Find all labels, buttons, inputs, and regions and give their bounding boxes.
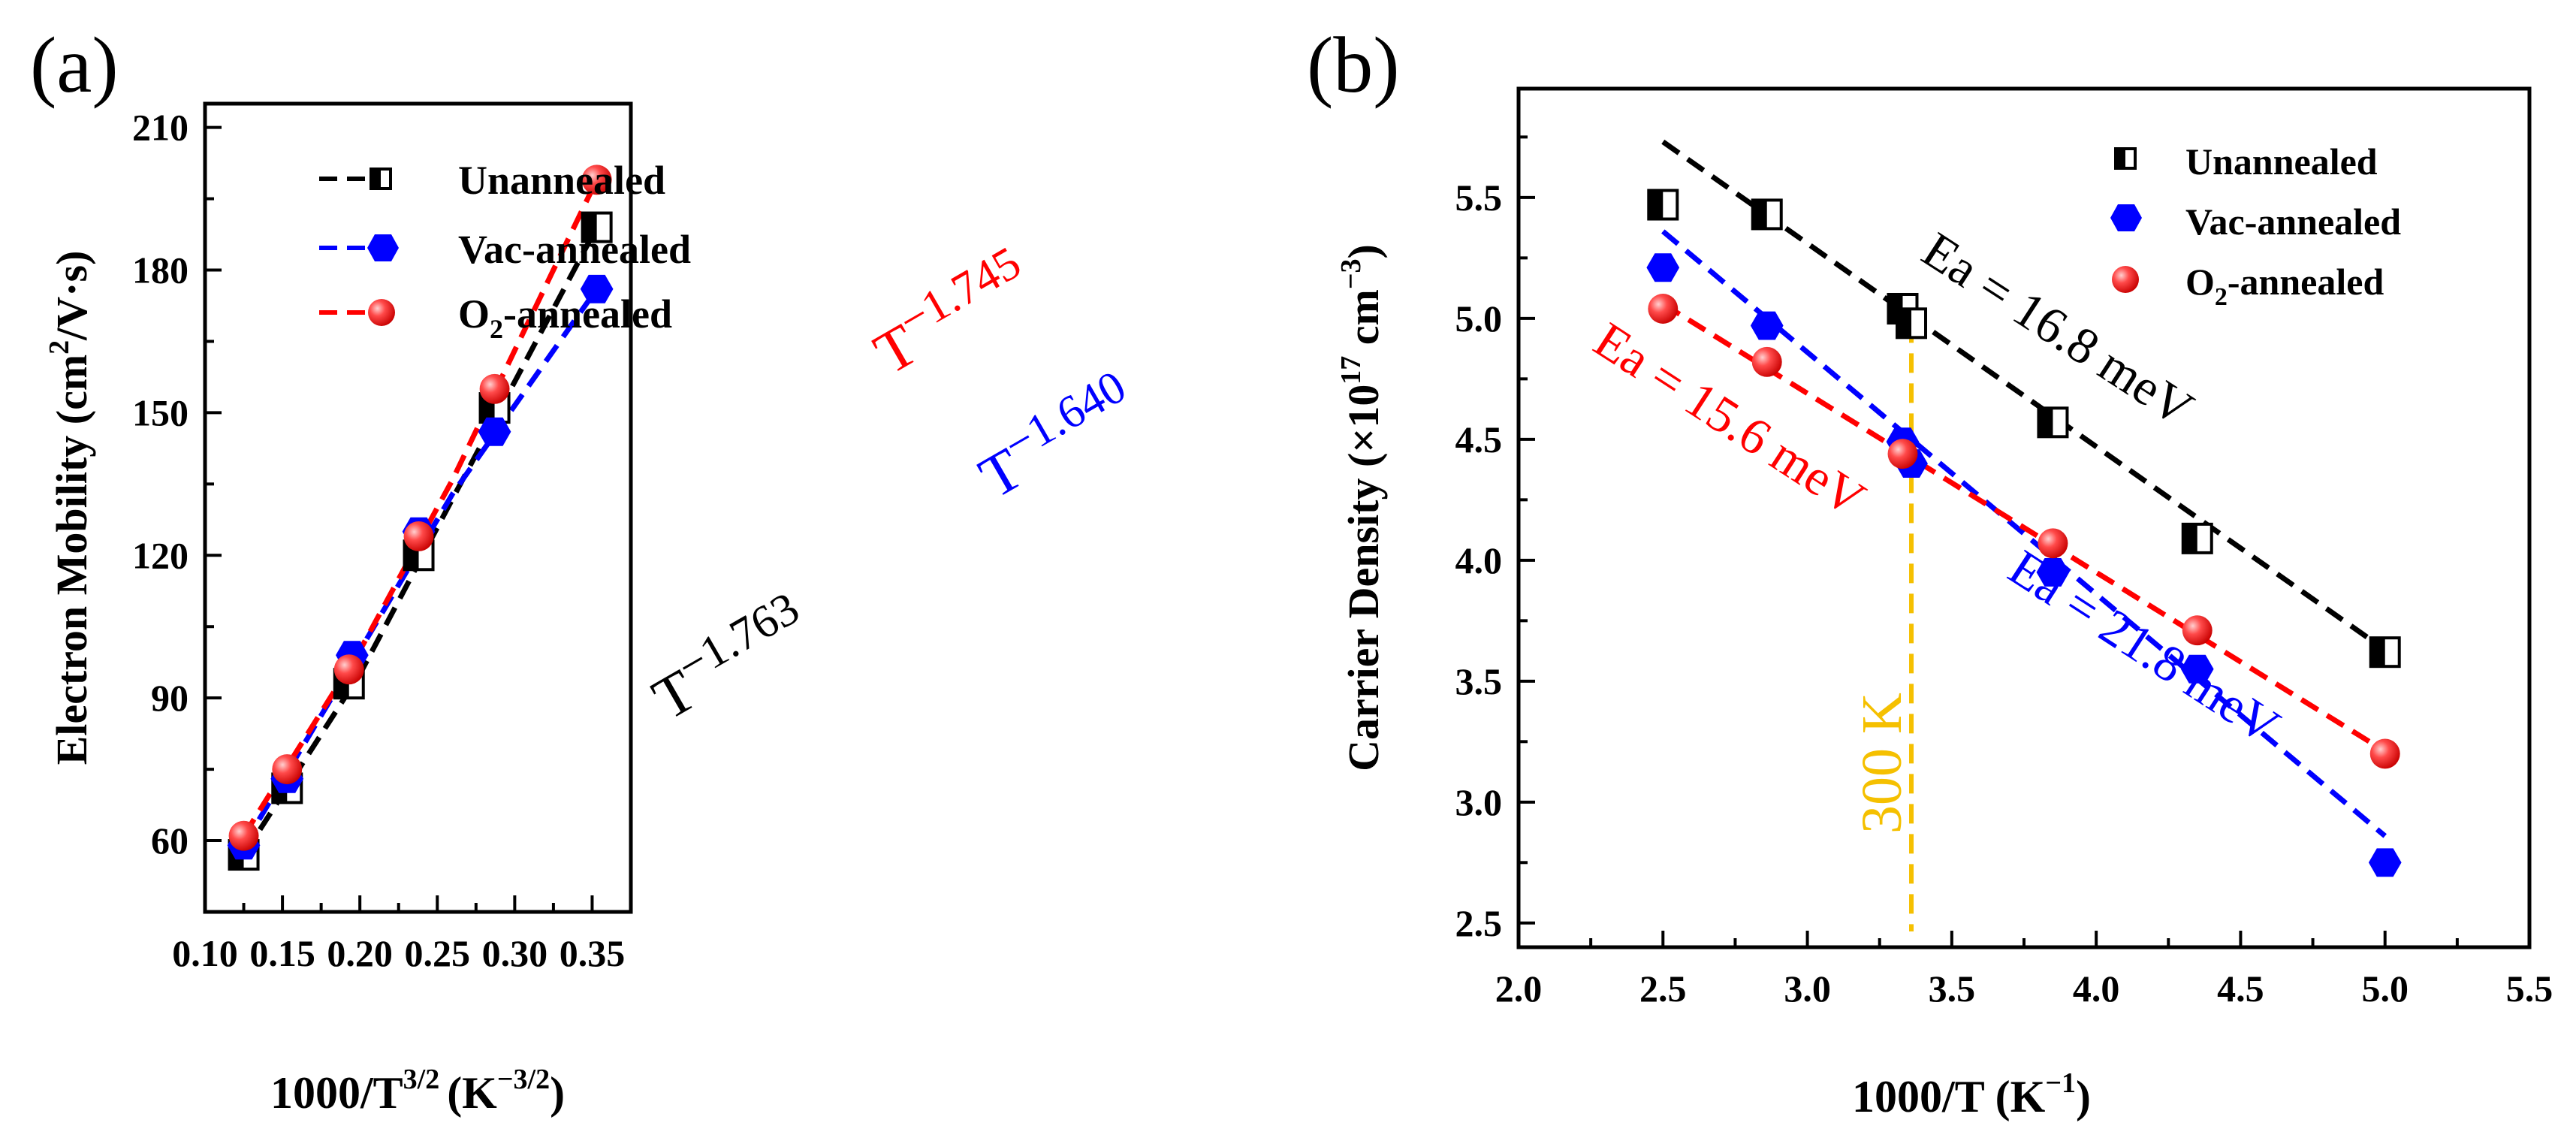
b-point-series-0-fill (1897, 309, 1911, 337)
a-point-series-2 (334, 654, 364, 684)
a-y-tick-label: 90 (151, 677, 189, 719)
legend-label-o2-annealed: O2-annealed (2185, 261, 2384, 311)
a-point-series-2 (480, 374, 510, 404)
b-point-series-1 (2369, 848, 2402, 877)
b-point-series-1 (1646, 253, 1679, 282)
a-y-tick-label: 150 (132, 391, 189, 433)
a-x-tick-label: 0.35 (560, 932, 626, 974)
panel-a-legend-unannealed: Unannealed (319, 158, 665, 203)
legend-marker-hexagon (367, 234, 399, 261)
panel-b-x-ticks: 2.0 2.5 3.0 3.5 4.0 4.5 5.0 5.5 (1495, 931, 2553, 1010)
panel-b-legend-vac-annealed: Vac-annealed (2110, 201, 2401, 243)
b-point-series-0-fill (2038, 408, 2053, 436)
a-fit-line-series-2 (244, 180, 597, 835)
legend-label-vac-annealed: Vac-annealed (458, 227, 691, 272)
b-x-tick-label: 4.0 (2073, 967, 2120, 1010)
panel-a-x-ticks: 0.10 0.15 0.20 0.25 0.30 0.35 (172, 895, 631, 974)
b-x-tick-label: 3.5 (1929, 967, 1976, 1010)
b-x-tick-label: 5.5 (2506, 967, 2553, 1010)
legend-label-o2-annealed: O2-annealed (458, 291, 672, 344)
b-y-tick-label: 2.5 (1455, 902, 1503, 944)
annotation-ea-black: Ea = 16.8 meV (1913, 221, 2203, 437)
annotation-t-exp-red: T−1.745 (858, 237, 1042, 388)
panel-b-legend-unannealed: Unannealed (2116, 140, 2378, 183)
annotation-t-exp-black: T−1.763 (637, 583, 820, 733)
panel-a-legend-vac-annealed: Vac-annealed (319, 227, 691, 272)
panel-b-legend: Unannealed Vac-annealed O2-annealed (2110, 140, 2401, 311)
b-point-series-0-fill (2371, 638, 2385, 666)
panel-a-label: (a) (30, 21, 119, 109)
legend-marker-sphere (368, 299, 395, 326)
b-y-tick-label: 3.0 (1455, 781, 1503, 823)
a-x-tick-label: 0.20 (327, 932, 393, 974)
panel-a-fit-lines (244, 180, 597, 855)
panel-a: (a) 0.10 0.15 0.20 0.25 0.30 0.35 60 90 120 150 1… (30, 21, 1147, 1118)
a-y-tick-label: 210 (132, 107, 189, 149)
b-point-series-0 (1897, 309, 1926, 337)
b-point-series-0 (1648, 191, 1677, 219)
b-point-series-2 (1648, 294, 1678, 324)
b-x-tick-label: 4.5 (2217, 967, 2264, 1010)
panel-b-label: (b) (1307, 21, 1400, 109)
b-point-series-0-fill (1648, 191, 1663, 219)
b-point-series-0 (1753, 200, 1781, 228)
b-point-series-0 (2038, 408, 2067, 436)
a-point-series-2 (404, 521, 434, 551)
panel-b-fit-lines (1663, 142, 2384, 836)
b-point-series-0 (2183, 524, 2212, 553)
b-point-series-1 (1751, 312, 1784, 340)
legend-marker-sphere (2112, 266, 2139, 293)
panel-a-y-ticks: 60 90 120 150 180 210 (132, 107, 222, 912)
b-point-series-0-fill (1753, 200, 1767, 228)
b-x-tick-label: 5.0 (2361, 967, 2409, 1010)
a-y-tick-label: 120 (132, 534, 189, 576)
legend-marker-fill (371, 169, 381, 189)
a-x-tick-label: 0.10 (172, 932, 238, 974)
b-point-series-0 (2371, 638, 2400, 666)
b-x-tick-label: 2.0 (1495, 967, 1543, 1010)
b-y-tick-label: 4.5 (1455, 418, 1503, 460)
panel-b-300k-label: 300 K (1851, 693, 1914, 834)
b-point-series-2 (1752, 347, 1782, 377)
a-point-series-2 (272, 754, 302, 784)
b-y-tick-label: 3.5 (1455, 660, 1503, 702)
b-y-tick-label: 4.0 (1455, 539, 1503, 581)
panel-a-plot-frame (205, 104, 631, 912)
panel-b-x-axis-title: 1000/T (K−1) (1852, 1067, 2091, 1121)
panel-a-legend: Unannealed Vac-annealed O2-annealed (319, 158, 691, 344)
a-x-tick-label: 0.25 (405, 932, 471, 974)
b-x-tick-label: 2.5 (1639, 967, 1687, 1010)
b-y-tick-label: 5.0 (1455, 297, 1503, 340)
b-point-series-0-fill (2183, 524, 2197, 553)
legend-label-vac-annealed: Vac-annealed (2185, 201, 2401, 243)
legend-marker-fill (2116, 149, 2125, 168)
panel-a-y-axis-title: Electron Mobility (cm2/V·s) (44, 251, 96, 765)
panel-a-x-axis-title: 1000/T3/2 (K−3/2) (270, 1064, 565, 1118)
legend-marker-hexagon (2110, 204, 2142, 231)
a-y-tick-label: 60 (151, 820, 189, 862)
a-x-tick-label: 0.30 (482, 932, 548, 974)
b-point-series-2 (2370, 738, 2400, 768)
a-y-tick-label: 180 (132, 249, 189, 291)
panel-a-legend-o2-annealed: O2-annealed (319, 291, 672, 344)
b-y-tick-label: 5.5 (1455, 177, 1503, 219)
panel-b: (b) 300 K 2.0 2.5 3.0 3.5 4.0 4.5 5.0 5.5 2.5 3.… (1307, 21, 2553, 1121)
a-point-series-2 (229, 821, 259, 851)
a-x-tick-label: 0.15 (249, 932, 315, 974)
b-x-tick-label: 3.0 (1784, 967, 1831, 1010)
annotation-t-exp-blue: T−1.640 (964, 361, 1147, 512)
panel-b-y-ticks: 2.5 3.0 3.5 4.0 4.5 5.0 5.5 (1455, 137, 1536, 943)
legend-label-unannealed: Unannealed (2185, 140, 2378, 183)
b-point-series-2 (1888, 439, 1918, 469)
figure: (a) 0.10 0.15 0.20 0.25 0.30 0.35 60 90 120 150 1… (0, 0, 2576, 1138)
legend-label-unannealed: Unannealed (458, 158, 665, 203)
annotation-ea-blue: Ea = 21.8 meV (1999, 539, 2290, 755)
panel-b-legend-o2-annealed: O2-annealed (2112, 261, 2384, 311)
panel-b-y-axis-title: Carrier Density (×1017 cm−3) (1335, 244, 1388, 771)
